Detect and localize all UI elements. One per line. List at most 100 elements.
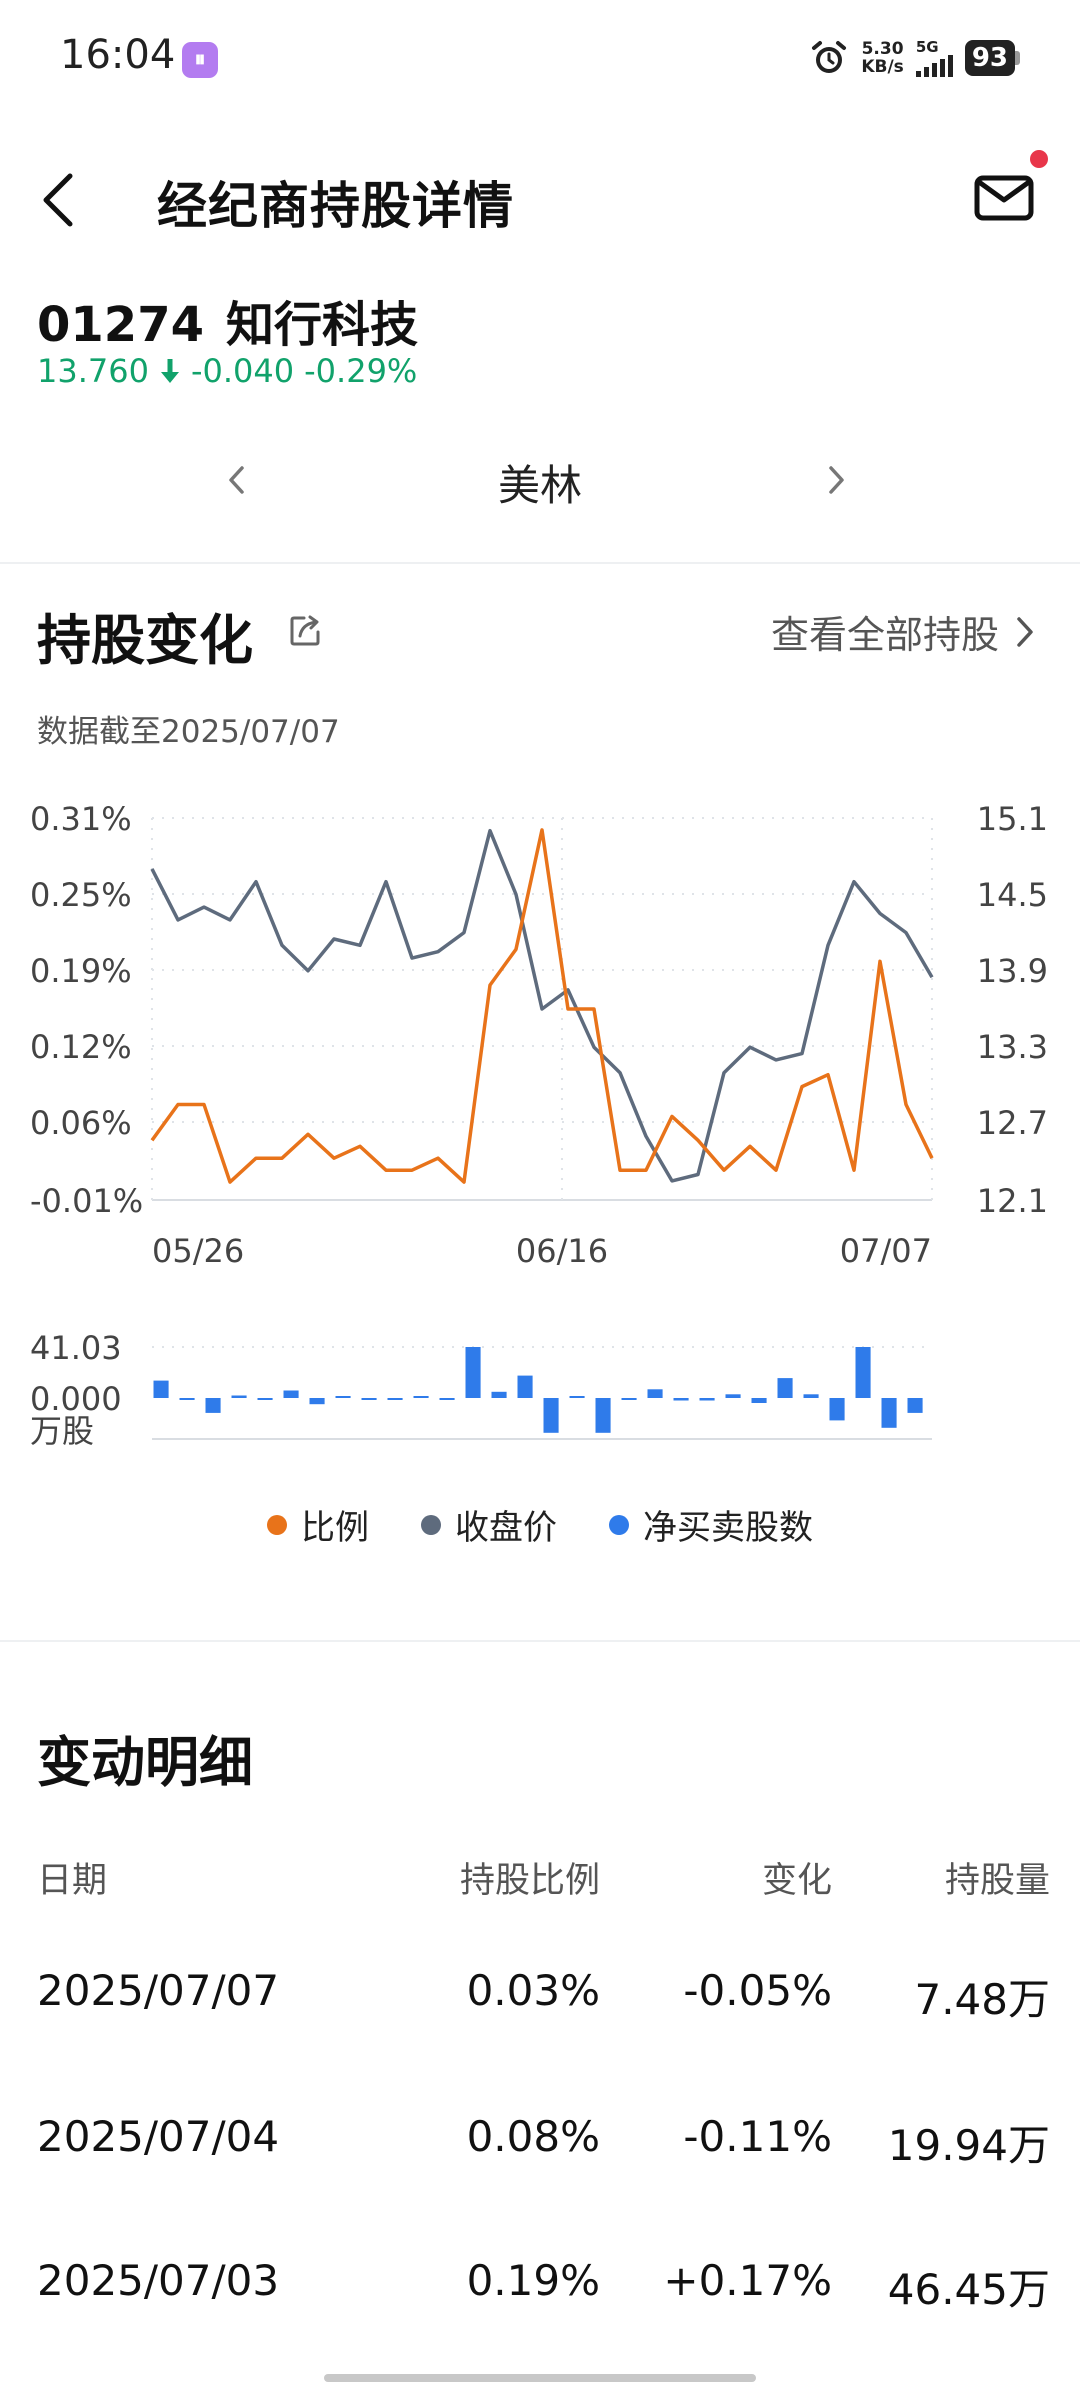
app-notification-icon: ⏸ <box>182 42 218 78</box>
right-axis-tick: 12.1 <box>977 1182 1048 1220</box>
row-shares: 46.45万 <box>887 2265 1050 2314</box>
share-icon[interactable] <box>288 612 324 648</box>
legend-dot-icon <box>609 1514 629 1535</box>
network-speed: 5.30 KB/s <box>861 40 903 76</box>
volume-bar <box>335 1396 351 1398</box>
status-bar: 16:04 ⏸ 5.30 KB/s 5G 93 <box>0 0 1080 120</box>
volume-bar <box>777 1378 793 1398</box>
volume-bar <box>205 1398 221 1413</box>
volume-bar <box>517 1375 533 1398</box>
legend-label: 比例 <box>301 1508 369 1548</box>
volume-bar <box>855 1347 871 1398</box>
left-axis-tick: 0.12% <box>30 1028 132 1066</box>
volume-bar <box>595 1398 611 1433</box>
stock-change-pct: -0.29% <box>304 352 418 390</box>
volume-bar <box>621 1398 637 1400</box>
header-shares: 持股量 <box>944 1861 1050 1901</box>
volume-bar <box>725 1394 741 1398</box>
row-change: -0.11% <box>683 2112 832 2161</box>
legend-item[interactable]: 比例 <box>267 1500 369 1549</box>
left-axis-tick: 0.06% <box>30 1104 132 1142</box>
view-all-holdings-link[interactable]: 查看全部持股 <box>771 604 1035 659</box>
volume-bar <box>543 1398 559 1433</box>
row-shares: 19.94万 <box>887 2121 1050 2170</box>
stock-code: 01274 <box>37 297 204 353</box>
row-change: +0.17% <box>663 2256 832 2305</box>
volume-bar <box>569 1396 585 1398</box>
next-broker-chevron-icon[interactable] <box>826 462 848 498</box>
signal-label: 5G <box>915 38 939 56</box>
right-axis-tick: 14.5 <box>977 876 1048 914</box>
row-change: -0.05% <box>683 1966 832 2015</box>
row-ratio: 0.19% <box>466 2256 600 2305</box>
table-row[interactable]: 2025/07/03 0.19% +0.17% 46.45万 <box>37 2256 1050 2316</box>
stock-change: -0.040 <box>190 352 295 390</box>
legend-item[interactable]: 收盘价 <box>421 1500 557 1549</box>
page-title: 经纪商持股详情 <box>157 177 514 235</box>
stock-price: 13.760 <box>37 352 149 390</box>
data-as-of-date: 数据截至2025/07/07 <box>37 714 340 750</box>
view-all-label: 查看全部持股 <box>770 613 999 657</box>
right-axis-tick: 13.9 <box>977 952 1048 990</box>
volume-bar <box>751 1398 767 1403</box>
right-axis-tick: 15.1 <box>977 800 1048 838</box>
volume-bar <box>881 1398 897 1428</box>
right-axis-tick: 12.7 <box>977 1104 1048 1142</box>
back-arrow-icon[interactable] <box>38 170 78 230</box>
volume-bar <box>153 1380 169 1398</box>
close-price-series-line <box>150 828 934 1183</box>
volume-bar <box>413 1396 429 1398</box>
signal-indicator: 5G <box>915 38 953 77</box>
battery-icon: 93 <box>964 40 1020 76</box>
mail-icon[interactable] <box>972 166 1036 230</box>
legend-label: 净买卖股数 <box>643 1508 813 1548</box>
network-speed-value: 5.30 <box>861 39 904 59</box>
broker-name[interactable]: 美林 <box>497 461 582 510</box>
holding-chart[interactable]: 0.31% 0.25% 0.19% 0.12% 0.06% -0.01% 15.1 14.5 1… <box>0 780 1080 1480</box>
right-axis-tick: 13.3 <box>977 1028 1048 1066</box>
volume-bar <box>361 1398 377 1400</box>
home-indicator[interactable] <box>324 2374 756 2382</box>
legend-dot-icon <box>421 1514 441 1535</box>
table-row[interactable]: 2025/07/04 0.08% -0.11% 19.94万 <box>37 2112 1050 2172</box>
notification-dot <box>1030 150 1048 168</box>
ratio-series-line <box>150 828 934 1184</box>
stock-price-line: 13.760 -0.040 -0.29% <box>37 352 417 390</box>
table-row[interactable]: 2025/07/07 0.03% -0.05% 7.48万 <box>37 1966 1050 2026</box>
left-axis-tick: 0.25% <box>30 876 132 914</box>
volume-bar <box>257 1398 273 1400</box>
volume-bar <box>309 1398 325 1405</box>
alarm-clock-icon <box>812 41 847 73</box>
row-ratio: 0.08% <box>466 2112 600 2161</box>
x-axis-tick: 06/16 <box>516 1232 608 1270</box>
volume-bar <box>491 1391 507 1398</box>
row-shares: 7.48万 <box>914 1975 1050 2024</box>
stock-name: 知行科技 <box>226 297 419 353</box>
volume-axis-tick: 41.03 <box>30 1329 122 1367</box>
volume-bar <box>699 1398 715 1401</box>
prev-broker-chevron-icon[interactable] <box>225 462 247 498</box>
status-time: 16:04 <box>60 32 176 78</box>
volume-bar <box>387 1398 403 1400</box>
broker-selector: 美林 <box>0 440 1080 520</box>
volume-bar <box>283 1390 299 1398</box>
volume-bar <box>829 1398 845 1421</box>
row-ratio: 0.03% <box>466 1966 600 2015</box>
legend-label: 收盘价 <box>455 1508 557 1548</box>
volume-bar <box>673 1398 689 1401</box>
volume-bar <box>439 1398 455 1400</box>
volume-bar <box>803 1394 819 1398</box>
legend-dot-icon <box>267 1514 287 1535</box>
stock-title: 01274 知行科技 <box>37 285 440 355</box>
legend-item[interactable]: 净买卖股数 <box>609 1500 813 1549</box>
row-date: 2025/07/03 <box>37 2256 280 2305</box>
volume-unit-label: 万股 <box>30 1412 94 1450</box>
section-title-holding-change: 持股变化 <box>37 609 253 672</box>
header-ratio: 持股比例 <box>459 1861 600 1901</box>
header-change: 变化 <box>761 1861 832 1901</box>
header-date: 日期 <box>37 1861 108 1901</box>
status-indicators: 5.30 KB/s 5G 93 <box>809 36 1020 80</box>
chart-legend: 比例 收盘价 净买卖股数 <box>0 1500 1080 1549</box>
volume-bar <box>231 1395 247 1398</box>
down-arrow-icon <box>160 359 179 383</box>
